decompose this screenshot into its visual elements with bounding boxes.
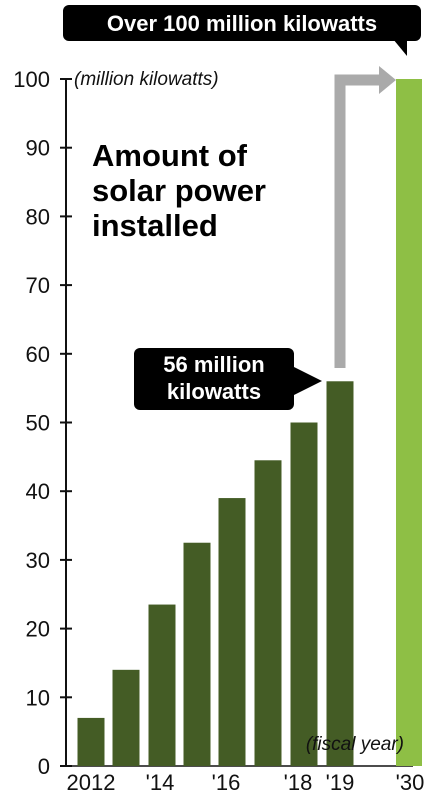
- y-tick-label: 30: [26, 548, 50, 573]
- x-axis-label: (fiscal year): [306, 734, 404, 755]
- y-tick-label: 70: [26, 273, 50, 298]
- y-tick-label: 20: [26, 617, 50, 642]
- y-tick-label: 90: [26, 136, 50, 161]
- current-callout-line-2: kilowatts: [167, 379, 261, 404]
- target-callout-text: Over 100 million kilowatts: [107, 11, 377, 36]
- chart-title-line-1: Amount of: [92, 138, 248, 173]
- growth-arrow: [334, 74, 382, 368]
- bar: [396, 79, 422, 766]
- y-tick-label: 50: [26, 411, 50, 436]
- target-callout-pointer: [393, 39, 407, 56]
- chart-title-line-3: installed: [92, 208, 218, 243]
- bar: [77, 717, 105, 766]
- bars: [77, 79, 422, 766]
- x-tick-label: 2012: [67, 770, 116, 795]
- current-callout: 56 million kilowatts: [134, 348, 322, 410]
- bar: [148, 604, 176, 766]
- y-tick-label: 10: [26, 685, 50, 710]
- y-tick-label: 40: [26, 479, 50, 504]
- current-callout-box: [134, 348, 294, 410]
- x-tick-label: '14: [146, 770, 175, 795]
- bar: [112, 669, 140, 766]
- bar: [326, 381, 354, 766]
- x-tick-label: '30: [396, 770, 425, 795]
- current-callout-line-1: 56 million: [163, 352, 264, 377]
- x-axis-ticks: 2012 '14 '16 '18 '19 '30: [67, 770, 425, 795]
- bar: [254, 460, 282, 766]
- bar: [218, 498, 246, 766]
- x-tick-label: '16: [212, 770, 241, 795]
- target-callout-box: [63, 5, 421, 41]
- y-tick-label: 80: [26, 204, 50, 229]
- x-tick-label: '18: [284, 770, 313, 795]
- current-callout-pointer: [292, 366, 322, 396]
- x-tick-label: '19: [326, 770, 355, 795]
- chart-title-line-2: solar power: [92, 173, 266, 208]
- bar: [183, 542, 211, 766]
- bar: [290, 422, 318, 766]
- y-tick-label: 60: [26, 342, 50, 367]
- y-axis: 0 10 20 30 40 50 60 70 80 90 100: [13, 67, 413, 779]
- target-callout: Over 100 million kilowatts: [63, 5, 421, 56]
- chart-title: Amount of solar power installed: [92, 138, 266, 243]
- y-tick-label: 100: [13, 67, 50, 92]
- growth-arrow-head: [379, 66, 396, 94]
- y-axis-unit-label: (million kilowatts): [74, 69, 219, 90]
- y-tick-label: 0: [38, 754, 50, 779]
